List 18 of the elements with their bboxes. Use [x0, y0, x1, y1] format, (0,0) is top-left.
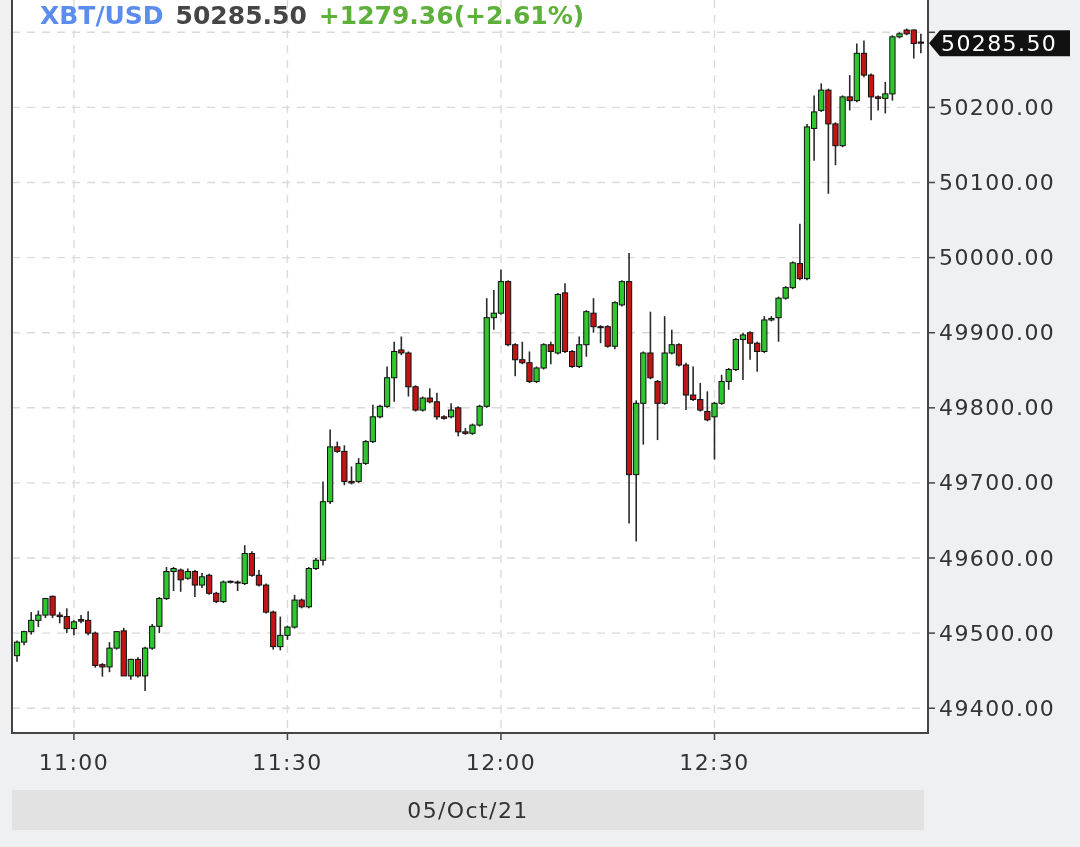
y-tick-label: 49400.00 — [939, 695, 1056, 721]
y-tick-label: 50100.00 — [939, 170, 1056, 195]
annotation: 50285.50 — [175, 1, 307, 30]
text: 50285.50 — [941, 30, 1058, 56]
x-axis-title: 05/Oct/21 — [407, 797, 529, 823]
annotation: +1279.36(+2.61%) — [318, 1, 585, 30]
x-tick-label: 11:00 — [38, 749, 110, 775]
x-tick-label: 11:30 — [252, 749, 323, 775]
chart-title: XBT/USD — [40, 1, 164, 30]
x-tick-label: 12:00 — [465, 749, 537, 775]
y-tick-label: 49900.00 — [939, 320, 1056, 346]
y-tick-label: 50200.00 — [939, 94, 1056, 120]
y-tick-label: 49500.00 — [939, 620, 1056, 646]
y-tick-label: 50000.00 — [939, 245, 1056, 271]
y-tick-label: 49600.00 — [939, 545, 1056, 571]
x-tick-label: 12:30 — [679, 749, 750, 775]
y-tick-label: 49700.00 — [939, 470, 1056, 496]
y-tick-label: 49800.00 — [939, 395, 1056, 421]
